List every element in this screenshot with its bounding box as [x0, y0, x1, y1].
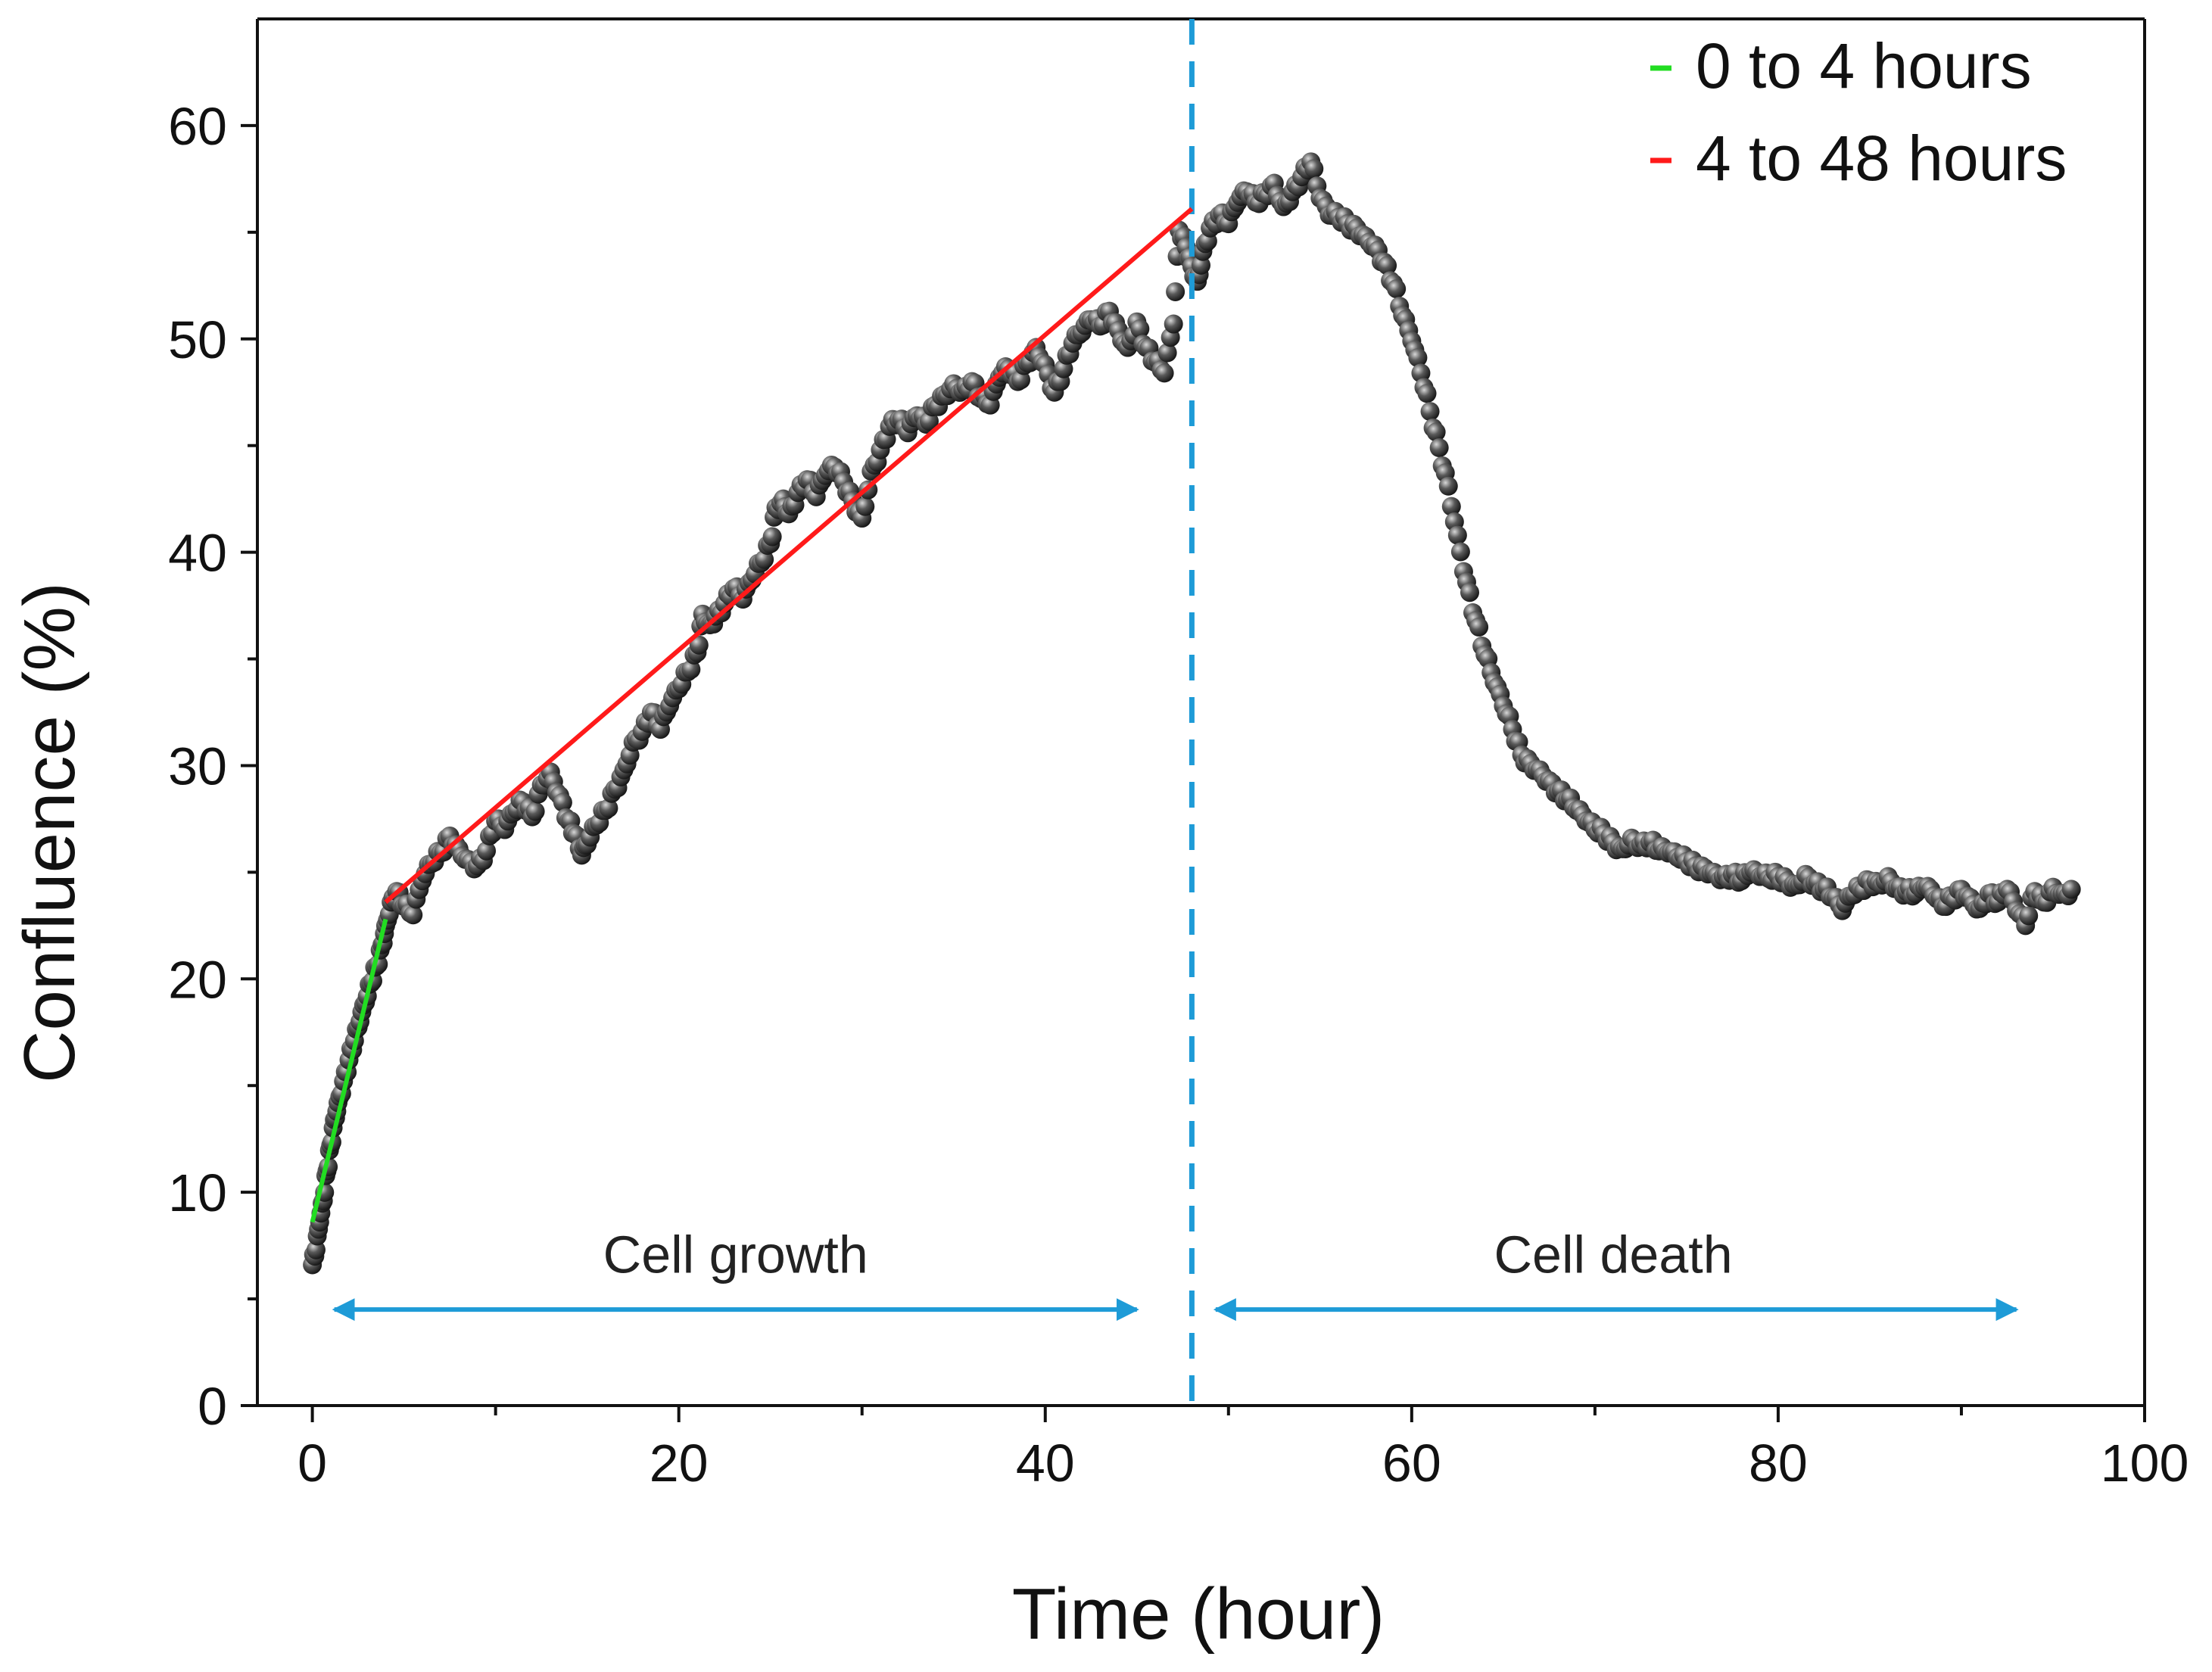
fit-line-0-4h: [310, 918, 388, 1223]
data-point: [1450, 542, 1470, 562]
data-point: [1460, 583, 1479, 602]
x-tick-label: 0: [298, 1434, 327, 1493]
x-axis-label: Time (hour): [1012, 1574, 1385, 1655]
data-point: [599, 799, 618, 818]
data-point: [403, 905, 423, 925]
x-tick-label: 100: [2101, 1434, 2189, 1493]
y-tick-label: 30: [168, 736, 227, 796]
x-tick-label: 60: [1382, 1434, 1441, 1493]
data-point: [1429, 438, 1449, 458]
legend-label: 0 to 4 hours: [1696, 30, 2032, 101]
x-tick-label: 20: [650, 1434, 709, 1493]
data-point: [1304, 159, 1324, 179]
data-point: [762, 527, 782, 546]
data-point: [1417, 384, 1437, 403]
data-point: [855, 497, 875, 516]
data-point: [2061, 880, 2081, 899]
y-tick-label: 20: [168, 950, 227, 1009]
data-point: [1166, 282, 1185, 301]
data-point: [553, 792, 572, 812]
data-point: [1157, 343, 1177, 363]
data-point: [1387, 279, 1407, 299]
data-point: [1378, 256, 1397, 276]
data-point: [1011, 370, 1030, 390]
axes-group: 0 20 40 60 80 100 0 10 20 30 40 50 60: [168, 17, 2189, 1493]
data-point: [525, 802, 545, 821]
data-point: [306, 1240, 326, 1259]
data-point: [1408, 348, 1428, 368]
cell-death-label: Cell death: [1494, 1225, 1732, 1284]
legend-label: 4 to 48 hours: [1696, 123, 2067, 194]
y-tick-label: 60: [168, 97, 227, 156]
data-point: [1154, 363, 1174, 383]
data-point: [1447, 525, 1467, 545]
y-axis-label: Confluence (%): [9, 582, 90, 1083]
data-point: [1441, 497, 1461, 516]
annotations-group: Cell growth Cell death: [332, 1225, 2019, 1322]
x-tick-label: 40: [1016, 1434, 1075, 1493]
y-tick-label: 50: [168, 310, 227, 369]
legend-group: 0 to 4 hours 4 to 48 hours: [1650, 30, 2067, 194]
data-point: [919, 411, 939, 431]
data-point: [1438, 476, 1458, 496]
data-point: [1164, 314, 1183, 334]
data-point: [477, 841, 497, 861]
cell-growth-label: Cell growth: [603, 1225, 868, 1284]
y-tick-label: 0: [198, 1377, 227, 1436]
data-point: [1469, 617, 1489, 637]
fit-line-4-48h: [384, 207, 1194, 904]
data-point: [755, 550, 774, 569]
y-tick-label: 10: [168, 1163, 227, 1222]
fit-lines-group: [310, 19, 1195, 1406]
y-tick-label: 40: [168, 524, 227, 583]
x-tick-label: 80: [1749, 1434, 1808, 1493]
data-point: [1420, 402, 1440, 422]
data-point: [689, 635, 709, 655]
data-point: [681, 659, 701, 679]
data-point: [1130, 319, 1150, 338]
data-point: [1426, 422, 1446, 442]
data-point: [2019, 906, 2039, 926]
data-point: [1411, 363, 1431, 383]
